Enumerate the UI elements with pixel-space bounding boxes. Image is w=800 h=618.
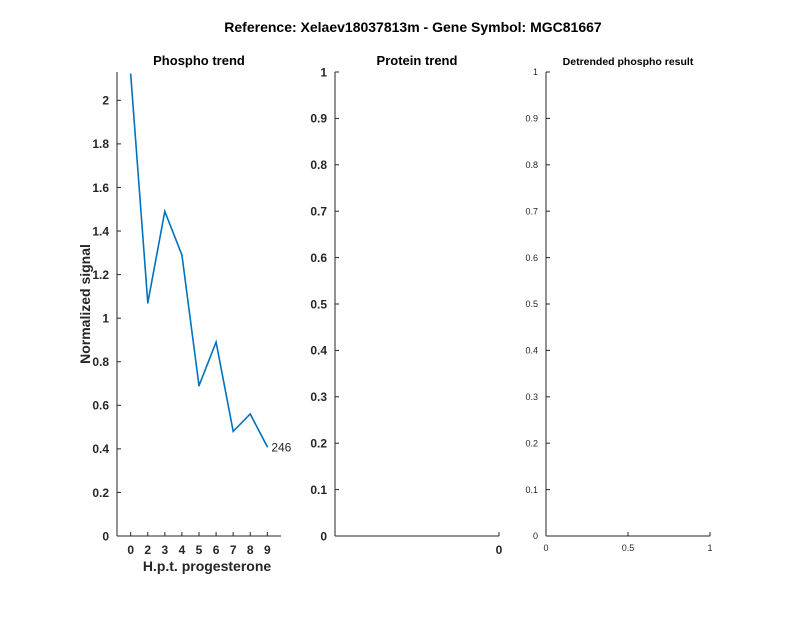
chart2-ytick-label: 0.9 — [310, 112, 327, 126]
chart2-ytick-label: 1 — [320, 65, 327, 79]
chart1-xtick-label: 2 — [144, 543, 151, 557]
chart1-data-point — [215, 341, 217, 343]
chart3-ytick-label: 0.6 — [525, 253, 538, 263]
chart3-ytick-label: 1 — [533, 67, 538, 77]
chart1-ytick-label: 0.2 — [92, 486, 109, 500]
chart1-title: Phospho trend — [153, 53, 245, 68]
chart3-ytick-label: 0.1 — [525, 485, 538, 495]
chart1-data-point — [146, 302, 149, 304]
chart1-ytick-label: 1.4 — [92, 224, 109, 238]
chart2-ytick-label: 0.5 — [310, 297, 327, 311]
chart3-xtick-label: 1 — [707, 543, 712, 553]
chart2-ytick-label: 0.7 — [310, 205, 327, 219]
chart1-data-point — [181, 254, 183, 256]
chart1-data-point — [232, 430, 234, 433]
chart1-xtick-label: 4 — [179, 543, 186, 557]
chart2-ytick-label: 0 — [320, 529, 327, 543]
chart1-end-label: 246 — [271, 441, 291, 455]
chart1-xtick-label: 6 — [213, 543, 220, 557]
chart2-ytick-label: 0.2 — [310, 437, 327, 451]
chart3-ytick-label: 0.5 — [525, 299, 538, 309]
chart3-title: Detrended phospho result — [563, 56, 694, 68]
chart1-ytick-label: 0.6 — [92, 399, 109, 413]
chart1-ytick-label: 1 — [102, 311, 109, 325]
chart3-ytick-label: 0.3 — [525, 392, 538, 402]
chart1-xtick-label: 9 — [264, 543, 271, 557]
chart3-ytick-label: 0.7 — [525, 206, 538, 216]
chart1-ytick-label: 0.8 — [92, 355, 109, 369]
chart1-ylabel: Normalized signal — [77, 244, 93, 364]
chart1-ytick-label: 1.6 — [92, 181, 109, 195]
chart1-xtick-label: 8 — [247, 543, 254, 557]
chart3-ytick-label: 0.4 — [525, 346, 538, 356]
chart3-ytick-label: 0 — [533, 531, 538, 541]
chart1-xlabel: H.p.t. progesterone — [143, 558, 272, 574]
chart1-ytick-label: 0 — [102, 529, 109, 543]
chart1-ytick-label: 1.8 — [92, 137, 109, 151]
chart2-ytick-label: 0.1 — [310, 483, 327, 497]
chart2-ytick-label: 0.4 — [310, 344, 327, 358]
chart1-series-line — [129, 74, 269, 448]
chart1-xtick-label: 0 — [127, 543, 134, 557]
chart3-xtick-label: 0.5 — [622, 543, 635, 553]
figure-suptitle: Reference: Xelaev18037813m - Gene Symbol… — [224, 19, 602, 35]
chart1-ytick-label: 0.4 — [92, 442, 109, 456]
chart3-ytick-label: 0.8 — [525, 160, 538, 170]
chart1-xtick-label: 5 — [196, 543, 203, 557]
chart1-xtick-label: 3 — [161, 543, 168, 557]
chart3-ytick-label: 0.9 — [525, 114, 538, 124]
chart2-ytick-label: 0.6 — [310, 251, 327, 265]
chart1-data-point — [164, 210, 166, 213]
chart1-ytick-label: 1.2 — [92, 268, 109, 282]
chart1-xtick-label: 7 — [230, 543, 237, 557]
chart1-data-point — [129, 73, 132, 75]
chart2-ytick-label: 0.3 — [310, 390, 327, 404]
chart2-xtick-label: 0 — [496, 543, 503, 557]
chart1-data-point — [266, 445, 269, 448]
chart3-ytick-label: 0.2 — [525, 438, 538, 448]
chart1-ytick-label: 2 — [102, 94, 109, 108]
chart1-data-point — [249, 413, 252, 415]
chart2-title: Protein trend — [377, 53, 458, 68]
chart2-ytick-label: 0.8 — [310, 158, 327, 172]
chart1-data-point — [198, 384, 200, 387]
chart3-xtick-label: 0 — [543, 543, 548, 553]
